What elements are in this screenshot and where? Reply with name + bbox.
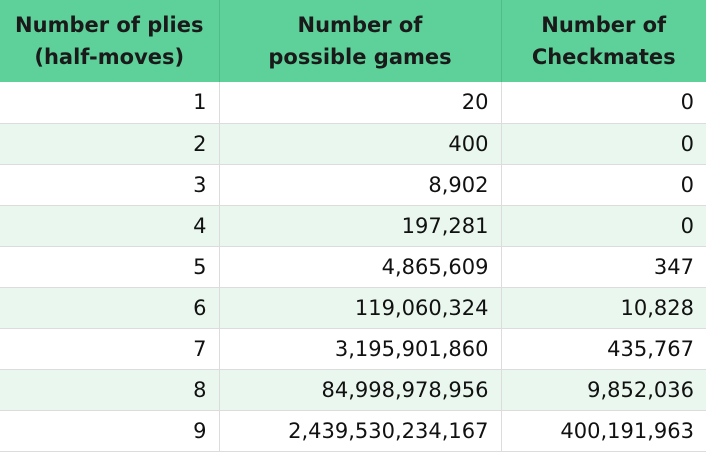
table-row: 1 20 0 xyxy=(0,82,706,124)
table-row: 4 197,281 0 xyxy=(0,205,706,247)
cell-games: 20 xyxy=(219,82,502,124)
header-checkmates: Number of Checkmates xyxy=(501,0,706,82)
table-row: 6 119,060,324 10,828 xyxy=(0,287,706,329)
cell-checkmates: 0 xyxy=(501,164,706,206)
header-row: Number of plies (half-moves) Number of p… xyxy=(0,0,706,82)
header-games-line2: possible games xyxy=(268,45,452,69)
cell-games: 2,439,530,234,167 xyxy=(219,410,502,452)
cell-checkmates: 0 xyxy=(501,123,706,165)
cell-games: 4,865,609 xyxy=(219,246,502,288)
cell-plies: 8 xyxy=(0,369,220,411)
table-row: 8 84,998,978,956 9,852,036 xyxy=(0,369,706,411)
cell-plies: 3 xyxy=(0,164,220,206)
cell-plies: 1 xyxy=(0,82,220,124)
cell-games: 84,998,978,956 xyxy=(219,369,502,411)
header-games: Number of possible games xyxy=(219,0,502,82)
cell-checkmates: 9,852,036 xyxy=(501,369,706,411)
cell-checkmates: 10,828 xyxy=(501,287,706,329)
cell-plies: 6 xyxy=(0,287,220,329)
cell-games: 197,281 xyxy=(219,205,502,247)
table-row: 5 4,865,609 347 xyxy=(0,246,706,288)
cell-plies: 7 xyxy=(0,328,220,370)
table-row: 9 2,439,530,234,167 400,191,963 xyxy=(0,410,706,452)
chess-games-table: Number of plies (half-moves) Number of p… xyxy=(0,0,706,452)
cell-plies: 5 xyxy=(0,246,220,288)
cell-games: 8,902 xyxy=(219,164,502,206)
cell-plies: 4 xyxy=(0,205,220,247)
cell-checkmates: 400,191,963 xyxy=(501,410,706,452)
cell-checkmates: 0 xyxy=(501,205,706,247)
cell-checkmates: 435,767 xyxy=(501,328,706,370)
header-plies-line1: Number of plies xyxy=(15,13,204,37)
cell-games: 400 xyxy=(219,123,502,165)
header-plies-line2: (half-moves) xyxy=(34,45,185,69)
header-checkmates-line1: Number of xyxy=(541,13,667,37)
header-plies: Number of plies (half-moves) xyxy=(0,0,220,82)
cell-checkmates: 347 xyxy=(501,246,706,288)
table-body: 1 20 0 2 400 0 3 8,902 0 4 197,281 0 5 4… xyxy=(0,82,706,452)
cell-plies: 9 xyxy=(0,410,220,452)
table-row: 7 3,195,901,860 435,767 xyxy=(0,328,706,370)
cell-checkmates: 0 xyxy=(501,82,706,124)
cell-plies: 2 xyxy=(0,123,220,165)
cell-games: 3,195,901,860 xyxy=(219,328,502,370)
header-games-line1: Number of xyxy=(297,13,423,37)
table-row: 2 400 0 xyxy=(0,123,706,165)
cell-games: 119,060,324 xyxy=(219,287,502,329)
table-row: 3 8,902 0 xyxy=(0,164,706,206)
table-header: Number of plies (half-moves) Number of p… xyxy=(0,0,706,82)
header-checkmates-line2: Checkmates xyxy=(531,45,676,69)
